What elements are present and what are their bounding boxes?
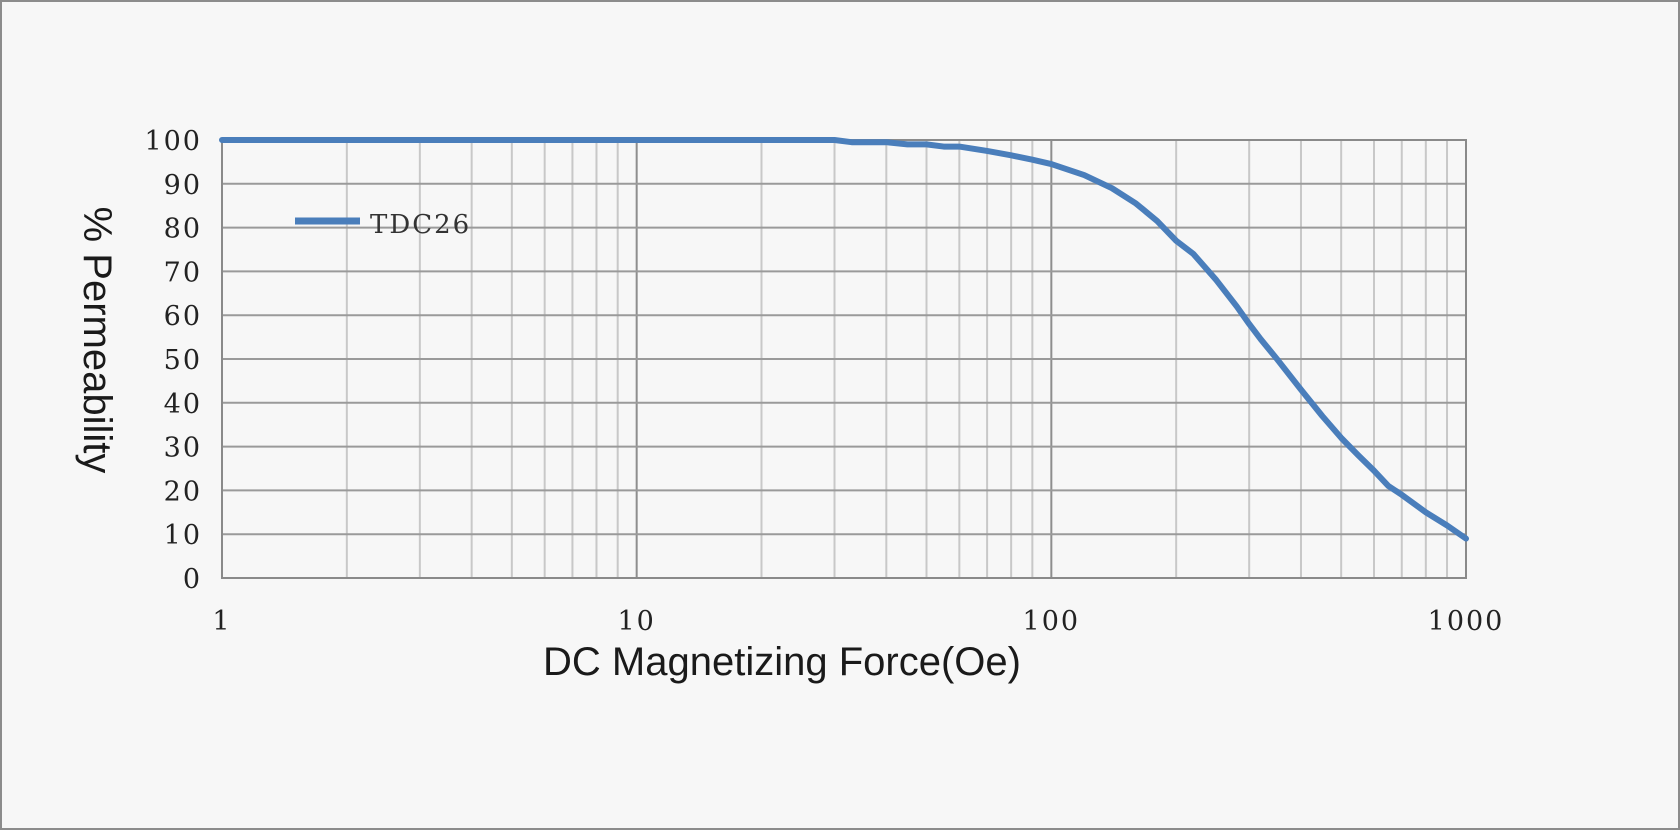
legend-label-tdc26: TDC26: [370, 210, 471, 240]
x-tick-label: 1000: [1428, 606, 1505, 637]
y-tick-label: 80: [164, 214, 202, 245]
y-tick-label: 60: [164, 301, 202, 332]
y-tick-label: 90: [164, 170, 202, 201]
series-layer: [219, 137, 1469, 542]
y-tick-label: 40: [164, 389, 202, 420]
y-tick-label: 0: [183, 564, 202, 595]
x-tick-label: 1: [212, 606, 231, 637]
y-tick-label: 70: [164, 257, 202, 288]
y-tick-label: 50: [164, 345, 202, 376]
x-tick-label: 10: [617, 606, 655, 637]
y-axis-tick-labels: 0 10 20 30 40 50 60 70 80 90 100: [144, 126, 202, 595]
y-axis-title: % Permeability: [75, 207, 119, 474]
y-tick-label: 30: [164, 433, 202, 464]
y-tick-label: 100: [144, 126, 202, 157]
x-tick-label: 100: [1023, 606, 1081, 637]
x-axis-tick-labels: 1 10 100 1000: [212, 606, 1505, 637]
x-axis-title: DC Magnetizing Force(Oe): [543, 640, 1021, 684]
y-tick-label: 20: [164, 476, 202, 507]
series-line-tdc26: [219, 137, 1469, 542]
y-tick-label: 10: [164, 520, 202, 551]
